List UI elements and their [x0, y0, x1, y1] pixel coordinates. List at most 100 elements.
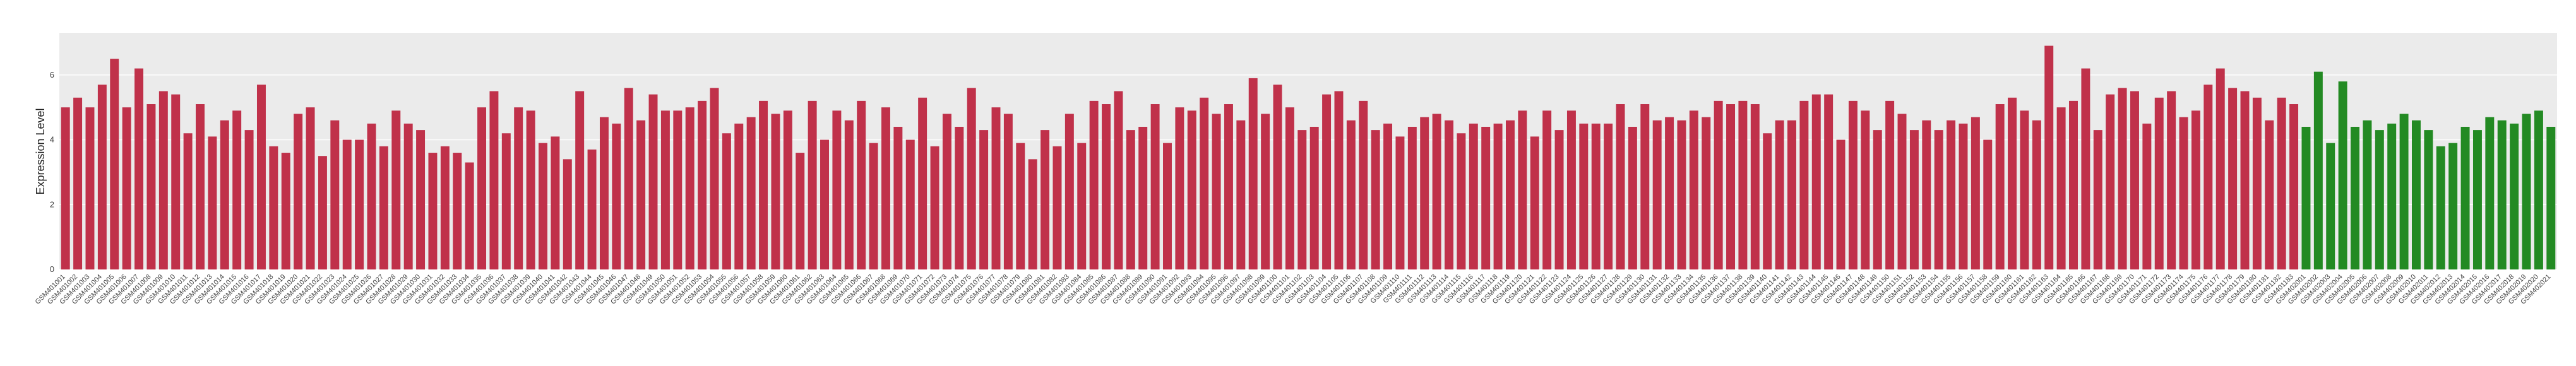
bar [1763, 133, 1772, 269]
bar [489, 91, 499, 269]
bar [1028, 159, 1037, 269]
bar [1530, 136, 1539, 269]
bar [1016, 143, 1025, 269]
bar [771, 114, 780, 269]
bar [783, 110, 792, 269]
bar [1652, 120, 1662, 269]
bar [1089, 100, 1099, 269]
bar [1934, 130, 1943, 269]
bar [1126, 130, 1135, 269]
bar [1505, 120, 1515, 269]
bar [2534, 110, 2543, 269]
bar [1591, 123, 1601, 269]
bar [1702, 117, 1711, 269]
bar [648, 94, 658, 270]
bar [196, 104, 205, 269]
bar [2130, 91, 2139, 269]
bar [1077, 143, 1087, 269]
bar [2167, 91, 2176, 269]
bar [1150, 104, 1160, 269]
bar [1371, 130, 1380, 269]
bar [1811, 94, 1821, 270]
bar [844, 120, 854, 269]
bar [1052, 146, 1062, 269]
bar [183, 133, 193, 269]
bar [2106, 94, 2115, 270]
bar [1248, 78, 1258, 269]
bar [2436, 146, 2445, 269]
bar [599, 117, 609, 269]
bar [208, 136, 217, 269]
bar [881, 107, 890, 269]
bar [2485, 117, 2495, 269]
bar [1518, 110, 1527, 269]
bar [1102, 104, 1111, 269]
bar [1665, 117, 1674, 269]
bar [391, 110, 401, 269]
bar [2056, 107, 2066, 269]
bar [2472, 130, 2482, 269]
bar [1689, 110, 1698, 269]
bar [269, 146, 278, 269]
bar [820, 139, 829, 269]
bar [2118, 88, 2127, 269]
bar [869, 143, 878, 269]
y-axis-title: Expression Level [34, 108, 47, 194]
y-tick-label: 0 [50, 264, 54, 274]
bar [403, 123, 413, 269]
bar [2154, 97, 2164, 269]
bar [1273, 85, 1282, 270]
bar [1041, 130, 1050, 269]
bar [636, 120, 646, 269]
bar [660, 110, 670, 269]
bar [440, 146, 450, 269]
bar [1995, 104, 2005, 269]
bar [1566, 110, 1576, 269]
bar [2008, 97, 2017, 269]
bar [2044, 45, 2054, 269]
bar [2093, 130, 2102, 269]
bar [477, 107, 487, 269]
bar [722, 133, 731, 269]
bar [2289, 104, 2299, 269]
bar [1493, 123, 1503, 269]
bar [367, 123, 376, 269]
bar [587, 149, 597, 269]
bar [955, 126, 964, 269]
bar [905, 139, 915, 269]
bar [1861, 110, 1870, 269]
bar [2203, 85, 2213, 270]
bar [1334, 91, 1344, 269]
bar [2375, 130, 2384, 269]
bar [1003, 114, 1013, 269]
bar [2240, 91, 2250, 269]
bar [1395, 136, 1405, 269]
bar [501, 133, 511, 269]
bar [2460, 126, 2470, 269]
bar [563, 159, 572, 269]
bar [2277, 97, 2286, 269]
bar [355, 139, 364, 269]
bar [1714, 100, 1723, 269]
bar [539, 143, 547, 269]
bar [1285, 107, 1294, 269]
bar [979, 130, 989, 269]
bar [514, 107, 523, 269]
bar [1983, 139, 1993, 269]
bar [1897, 114, 1907, 269]
bar [624, 88, 633, 269]
bar [146, 104, 156, 269]
bar [1542, 110, 1552, 269]
bar [746, 117, 756, 269]
bar [2448, 143, 2458, 269]
bar [2228, 88, 2238, 269]
bar [685, 107, 695, 269]
bar [134, 68, 144, 270]
bar [526, 110, 535, 269]
bar [318, 156, 327, 269]
bar [1407, 126, 1417, 269]
bar [171, 94, 181, 270]
bar [2412, 120, 2421, 269]
bar [73, 97, 83, 269]
bar [2522, 114, 2531, 269]
